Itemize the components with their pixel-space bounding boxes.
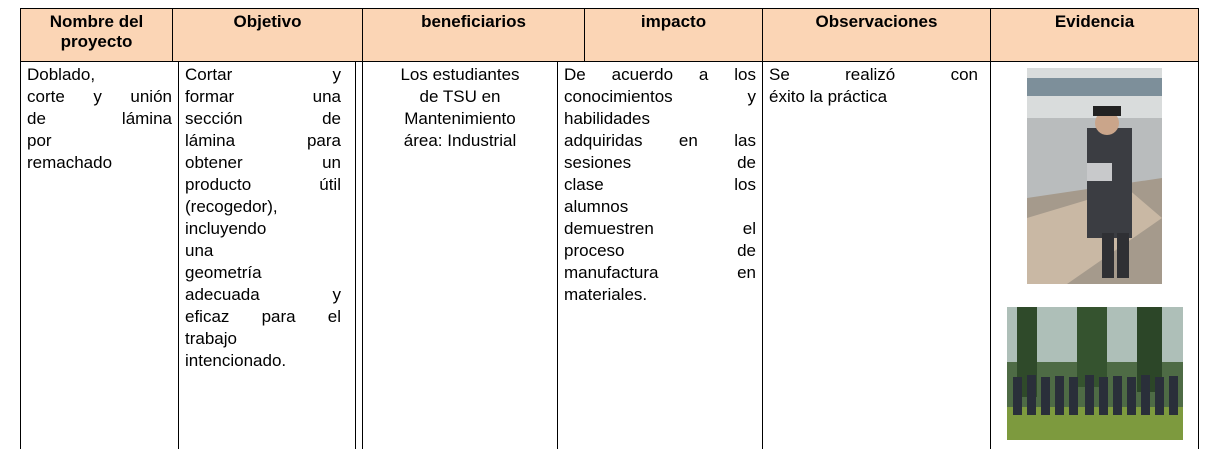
cell-line: conocimientos y (564, 87, 756, 106)
photo-group (1007, 307, 1183, 440)
header-cell: Objetivo (172, 8, 362, 62)
cell-line: (recogedor), (185, 197, 278, 216)
cell-line: formar una (185, 87, 341, 106)
cell-line: demuestren el (564, 219, 756, 238)
cell-line: Los estudiantes (400, 65, 520, 84)
header-cell: Nombre del proyecto (20, 8, 172, 62)
header-cell: impacto (584, 8, 762, 62)
cell-line: obtener un (185, 153, 341, 172)
cell-line: materiales. (564, 285, 648, 304)
cell-line: sesiones de (564, 153, 756, 172)
body-cell: De acuerdo a los conocimientos y habilidad… (557, 62, 762, 449)
cell-line: habilidades (564, 109, 651, 128)
cell-line: área: Industrial (403, 131, 517, 150)
body-cell: Cortar y formar una sección de lámina para o… (178, 62, 356, 449)
cell-line: sección de (185, 109, 341, 128)
cell-line: por (27, 131, 52, 150)
cell-line: Doblado, (27, 65, 96, 84)
cell-line: producto útil (185, 175, 341, 194)
body-cell (990, 62, 1199, 449)
cell-line: adquiridas en las (564, 131, 756, 150)
body-cell: Doblado, corte y unión de lámina por remacha… (20, 62, 178, 449)
cell-line: de TSU en (419, 87, 501, 106)
header-cell: Evidencia (990, 8, 1199, 62)
cell-line: éxito la práctica (769, 87, 888, 106)
cell-line: una (185, 241, 214, 260)
body-cell: Los estudiantes de TSU en Mantenimiento áre… (362, 62, 557, 449)
cell-line: proceso de (564, 241, 756, 260)
cell-line: intencionado. (185, 351, 287, 370)
header-cell: beneficiarios (362, 8, 584, 62)
cell-line: Cortar y (185, 65, 341, 84)
cell-line: Mantenimiento (404, 109, 516, 128)
cell-line: clase los (564, 175, 756, 194)
cell-line: eficaz para el (185, 307, 341, 326)
cell-line: remachado (27, 153, 113, 172)
cell-line: incluyendo (185, 219, 267, 238)
cell-line: lámina para (185, 131, 341, 150)
cell-line: alumnos (564, 197, 629, 216)
cell-line: de lámina (27, 109, 172, 128)
cell-line: geometría (185, 263, 262, 282)
header-cell: Observaciones (762, 8, 990, 62)
photo-workshop (1027, 68, 1162, 284)
body-cell: Se realizó con éxito la práctica (762, 62, 990, 449)
cell-line: De acuerdo a los (564, 65, 756, 84)
cell-line: Se realizó con (769, 65, 978, 84)
cell-line: adecuada y (185, 285, 341, 304)
cell-line: trabajo (185, 329, 237, 348)
cell-line: manufactura en (564, 263, 756, 282)
cell-line: corte y unión (27, 87, 172, 106)
